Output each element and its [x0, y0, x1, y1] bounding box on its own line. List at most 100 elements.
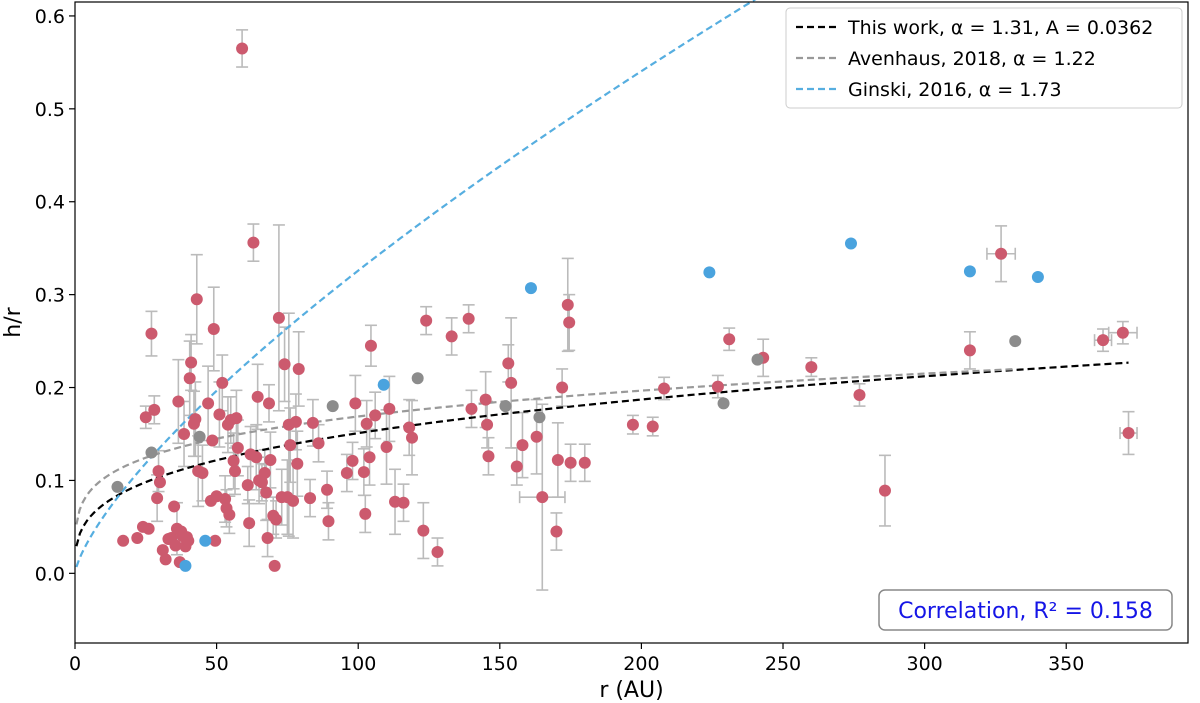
data-point [272, 311, 285, 324]
data-point [117, 534, 130, 547]
data-point [510, 460, 523, 473]
data-point [561, 298, 574, 311]
data-point [284, 439, 297, 452]
data-point [326, 400, 339, 413]
data-point [411, 372, 424, 385]
data-point [717, 397, 730, 410]
data-point [357, 466, 370, 479]
data-point [445, 330, 458, 343]
legend: This work, α = 1.31, A = 0.0362 Avenhaus,… [785, 7, 1183, 109]
data-point [963, 265, 976, 278]
data-point [403, 421, 416, 434]
data-points-layer [111, 42, 1135, 572]
data-point [185, 356, 198, 369]
data-point [321, 483, 334, 496]
data-point [250, 451, 263, 464]
data-point [139, 411, 152, 424]
data-point [202, 397, 215, 410]
x-tick-label: 350 [1048, 653, 1084, 675]
data-point [289, 415, 302, 428]
y-tick-label: 0.3 [35, 285, 65, 307]
data-point [196, 466, 209, 479]
data-point [524, 282, 537, 295]
data-point [179, 559, 192, 572]
data-point [223, 508, 236, 521]
data-point [853, 388, 866, 401]
fit-curve-2 [75, 0, 757, 568]
data-point [251, 390, 264, 403]
data-point [278, 358, 291, 371]
y-tick-label: 0.1 [35, 470, 65, 492]
data-point [995, 247, 1008, 260]
data-point [291, 457, 304, 470]
data-point [247, 236, 260, 249]
data-point [417, 524, 430, 537]
data-point [213, 408, 226, 421]
correlation-annotation: Correlation, R² = 0.158 [878, 589, 1173, 631]
data-point [363, 451, 376, 464]
data-point [359, 507, 372, 520]
data-point [564, 456, 577, 469]
y-tick-label: 0.0 [35, 563, 65, 585]
data-point [306, 416, 319, 429]
data-point [380, 440, 393, 453]
data-point [844, 237, 857, 250]
data-point [270, 513, 283, 526]
data-point [1122, 427, 1135, 440]
data-point [703, 266, 716, 279]
data-point [626, 418, 639, 431]
x-tick-label: 250 [765, 653, 801, 675]
y-tick-label: 0.2 [35, 378, 65, 400]
y-axis-label: h/r [1, 306, 26, 337]
y-tick-label: 0.4 [35, 192, 65, 214]
data-point [1097, 334, 1110, 347]
data-point [878, 484, 891, 497]
data-point [406, 431, 419, 444]
data-point [199, 534, 212, 547]
legend-label-2: Ginski, 2016, α = 1.73 [848, 79, 1062, 101]
data-point [159, 553, 172, 566]
data-point [530, 430, 543, 443]
data-point [481, 418, 494, 431]
data-point [499, 400, 512, 413]
x-tick-label: 100 [340, 653, 376, 675]
data-point [377, 378, 390, 391]
data-point [349, 397, 362, 410]
data-point [963, 344, 976, 357]
data-point [322, 515, 335, 528]
data-point [236, 42, 249, 55]
data-point [153, 476, 166, 489]
data-point [169, 539, 182, 552]
data-point [151, 492, 164, 505]
data-point [805, 361, 818, 374]
fit-curve-1 [75, 368, 1016, 525]
data-point [183, 372, 196, 385]
data-point [1009, 335, 1022, 348]
data-point [658, 382, 671, 395]
data-point [172, 395, 185, 408]
data-point [536, 491, 549, 504]
data-point [268, 559, 281, 572]
data-point [227, 454, 240, 467]
data-point [340, 466, 353, 479]
data-point [360, 417, 373, 430]
annotation-box [878, 589, 1173, 631]
legend-label-1: Avenhaus, 2018, α = 1.22 [848, 48, 1096, 70]
data-point [369, 409, 382, 422]
data-point [111, 480, 124, 493]
x-axis-label: r (AU) [599, 678, 663, 703]
data-point [229, 465, 242, 478]
data-point [304, 492, 317, 505]
data-point [178, 427, 191, 440]
data-point [346, 454, 359, 467]
data-point [462, 312, 475, 325]
data-point [292, 362, 305, 375]
data-point [168, 500, 181, 513]
data-point [465, 402, 478, 415]
data-point [231, 441, 244, 454]
x-tick-label: 0 [69, 653, 81, 675]
data-point [1116, 326, 1129, 339]
data-point [431, 545, 444, 558]
data-point [131, 532, 144, 545]
